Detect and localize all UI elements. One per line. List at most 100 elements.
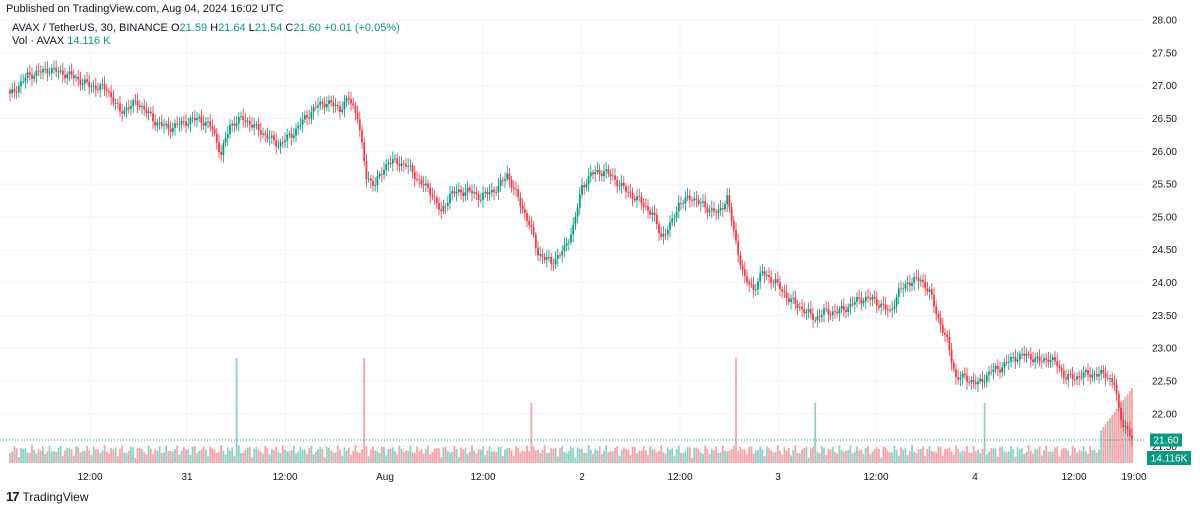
volume-bar [735,358,737,463]
volume-bar [1047,451,1050,463]
candle-body [1049,359,1052,363]
candle-body [367,178,370,180]
volume-bar [235,358,238,463]
candle-body [262,133,264,135]
candle-body [1076,376,1078,380]
time-tick-label: 4 [972,472,978,483]
candle-body [697,199,700,204]
volume-bar [607,452,610,463]
close-label: C [285,22,294,34]
volume-bar [1093,449,1096,463]
volume-bar [803,447,806,463]
volume-bar [1032,453,1034,463]
volume-bar [44,453,47,463]
volume-bar [717,452,720,463]
volume-bar [873,448,876,463]
volume-bar [820,445,823,463]
volume-bar [1029,450,1032,463]
candle-body [191,117,194,119]
candle-body [323,103,326,108]
candle-body [959,378,962,380]
volume-bar [862,453,865,463]
candle-body [985,375,988,382]
candle-body [378,173,381,177]
volume-bar [570,446,572,463]
volume-bar [922,446,924,463]
price-axis[interactable]: 28.00 27.50 27.00 26.50 26.00 25.50 25.00 24.50… [1152,16,1177,454]
candle-body [631,192,634,199]
candle-body [688,195,691,201]
candle-body [717,210,720,213]
volume-bar [420,449,423,463]
volume-bar [444,446,447,463]
candle-body [710,208,713,211]
candle-body [435,197,438,204]
candle-body [1010,357,1012,362]
candle-body [101,84,104,85]
candle-body [900,288,902,290]
candle-body [158,122,161,124]
candle-body [354,105,357,113]
candle-body [935,306,938,315]
volume-bar [72,455,75,463]
volume-bar [303,449,306,463]
candle-body [519,197,522,207]
volume-bar [554,447,557,463]
candle-body [545,257,548,260]
volume-bar [853,451,856,463]
candle-body [671,218,674,223]
volume-bar [385,455,388,463]
volume-bar [889,452,891,463]
volume-bar [495,452,498,463]
symbol-name[interactable]: AVAX / TetherUS, 30, BINANCE [12,22,168,34]
volume-bar [402,451,405,463]
tradingview-logo[interactable]: 17 TradingView [6,489,89,504]
candle-body [913,277,916,283]
candle-body [611,175,614,177]
volume-label[interactable]: Vol · AVAX [12,35,65,47]
volume-bar [233,455,236,463]
volume-bar [270,449,273,463]
volume-bar [792,449,795,463]
candle-body [380,173,383,175]
volume-bar [598,446,601,463]
volume-bar [405,450,407,463]
volume-bar [167,450,170,463]
volume-bar [596,450,599,463]
volume-bar [488,445,491,463]
volume-bar [482,446,484,463]
volume-bar [510,450,513,463]
candle-body [46,68,49,74]
volume-bar [880,457,883,463]
volume-bar [686,447,689,463]
candle-body [213,129,216,134]
volume-bar [134,457,137,463]
candle-body [779,282,781,290]
candle-body [814,319,817,321]
volume-bar [741,449,744,463]
volume-bar [55,451,58,463]
volume-bar [750,446,753,463]
volume-bar [189,454,192,463]
candle-body [583,185,586,188]
candle-body [171,127,174,132]
candle-body [1047,359,1050,363]
candle-body [444,205,447,207]
candle-body [55,67,58,72]
volume-bar [878,448,880,463]
candle-body [732,220,735,231]
candle-body [453,191,456,194]
candle-body [880,303,883,308]
volume-bar [319,447,322,463]
candle-body [847,307,850,312]
volume-bar [935,452,938,463]
volume-bar [345,450,348,463]
volume-bar [614,448,616,463]
candle-body [581,185,583,195]
candle-body [895,296,898,307]
volume-bar [1067,450,1070,463]
time-axis[interactable]: 12:00 31 12:00 Aug 12:00 2 12:00 3 12:00 4 12:00 19… [77,472,1146,483]
volume-bar [178,454,181,463]
volume-bar [752,453,755,463]
